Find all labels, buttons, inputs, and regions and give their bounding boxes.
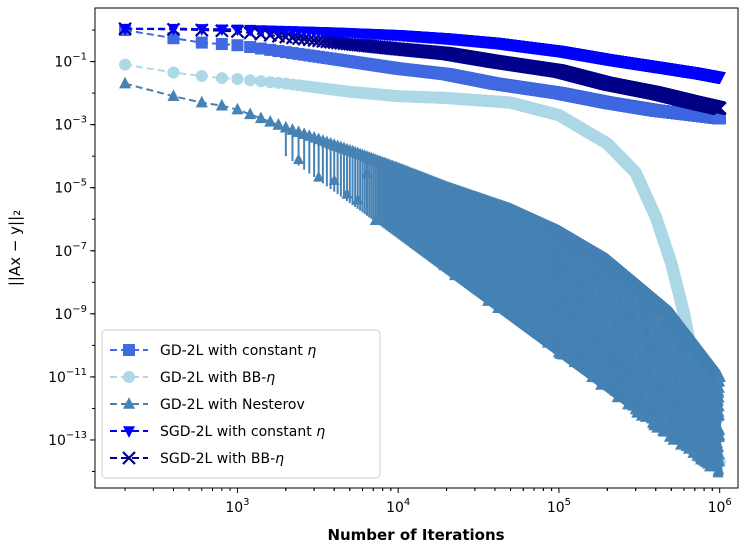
data-point — [254, 75, 267, 88]
data-point — [195, 69, 208, 82]
data-point — [244, 74, 257, 87]
plot-area — [118, 21, 727, 478]
data-point — [231, 73, 244, 86]
data-point — [215, 72, 228, 85]
data-point — [167, 66, 180, 79]
data-point — [119, 58, 132, 71]
